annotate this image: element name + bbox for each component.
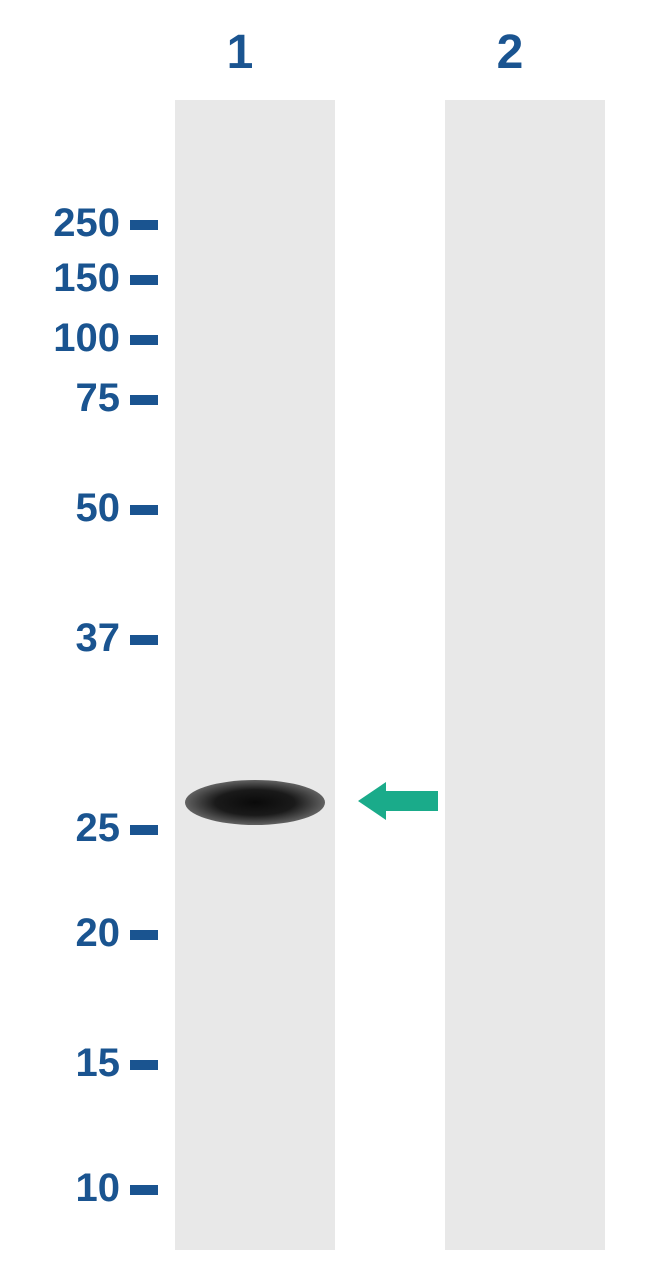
blot-container: 1 2 250 150 100 75 50 37 25 20 15 10 [0, 0, 650, 1270]
marker-label-150: 150 [53, 256, 120, 301]
marker-tick-25 [130, 825, 158, 835]
marker-label-100: 100 [53, 316, 120, 361]
marker-label-25: 25 [76, 806, 121, 851]
marker-label-20: 20 [76, 911, 121, 956]
marker-tick-75 [130, 395, 158, 405]
lane-1 [175, 100, 335, 1250]
arrow-indicator [358, 782, 438, 820]
marker-tick-100 [130, 335, 158, 345]
marker-label-10: 10 [76, 1166, 121, 1211]
lane-2 [445, 100, 605, 1250]
marker-label-15: 15 [76, 1041, 121, 1086]
marker-label-75: 75 [76, 376, 121, 421]
protein-band [185, 780, 325, 825]
arrow-icon [358, 782, 438, 820]
marker-tick-37 [130, 635, 158, 645]
marker-tick-50 [130, 505, 158, 515]
marker-tick-15 [130, 1060, 158, 1070]
marker-label-250: 250 [53, 201, 120, 246]
lane-1-label: 1 [210, 25, 270, 80]
marker-tick-10 [130, 1185, 158, 1195]
lane-2-label: 2 [480, 25, 540, 80]
marker-label-50: 50 [76, 486, 121, 531]
marker-tick-250 [130, 220, 158, 230]
marker-tick-20 [130, 930, 158, 940]
marker-label-37: 37 [76, 616, 121, 661]
marker-tick-150 [130, 275, 158, 285]
